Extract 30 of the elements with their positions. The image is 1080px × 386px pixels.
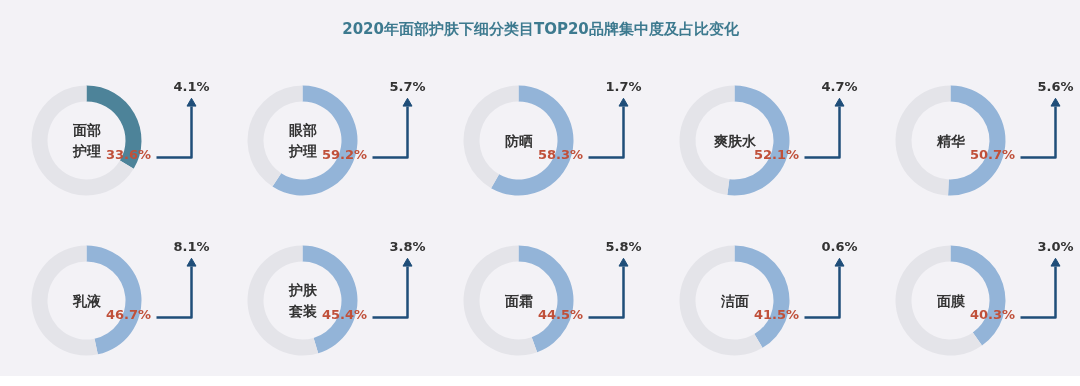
text: 4.7% xyxy=(821,79,858,94)
text: 4.1% xyxy=(173,79,210,94)
data-label: 52.1% xyxy=(753,147,800,162)
data-label: 40.3% xyxy=(969,307,1016,322)
text: 5.8% xyxy=(605,239,642,254)
text: 洁面 xyxy=(719,292,749,309)
text: 8.1% xyxy=(173,239,210,254)
text: 3.0% xyxy=(1037,239,1074,254)
text: 乳液 xyxy=(71,292,102,309)
text: 5.7% xyxy=(389,79,426,94)
text: 3.8% xyxy=(389,239,426,254)
text: 防晒 xyxy=(504,132,533,149)
text: 2020年面部护肤下细分类目TOP20品牌集中度及占比变化 xyxy=(342,19,740,38)
text: 护肤套装 xyxy=(287,282,318,319)
data-label: 44.5% xyxy=(537,307,584,322)
data-label: 41.5% xyxy=(753,307,800,322)
text: 1.7% xyxy=(605,79,642,94)
data-label: 50.7% xyxy=(969,147,1016,162)
text: 面霜 xyxy=(503,292,533,309)
text: 面部护理 xyxy=(71,122,101,159)
text: 0.6% xyxy=(821,239,858,254)
text: 爽肤水 xyxy=(712,132,757,149)
text: 眼部护理 xyxy=(287,122,317,159)
data-label: 58.3% xyxy=(537,147,584,162)
data-label: 46.7% xyxy=(105,307,152,322)
data-label: 59.2% xyxy=(321,147,368,162)
text: 面膜 xyxy=(935,292,966,309)
text: 5.6% xyxy=(1037,79,1074,94)
text: 精华 xyxy=(935,132,966,149)
data-label: 45.4% xyxy=(321,307,368,322)
